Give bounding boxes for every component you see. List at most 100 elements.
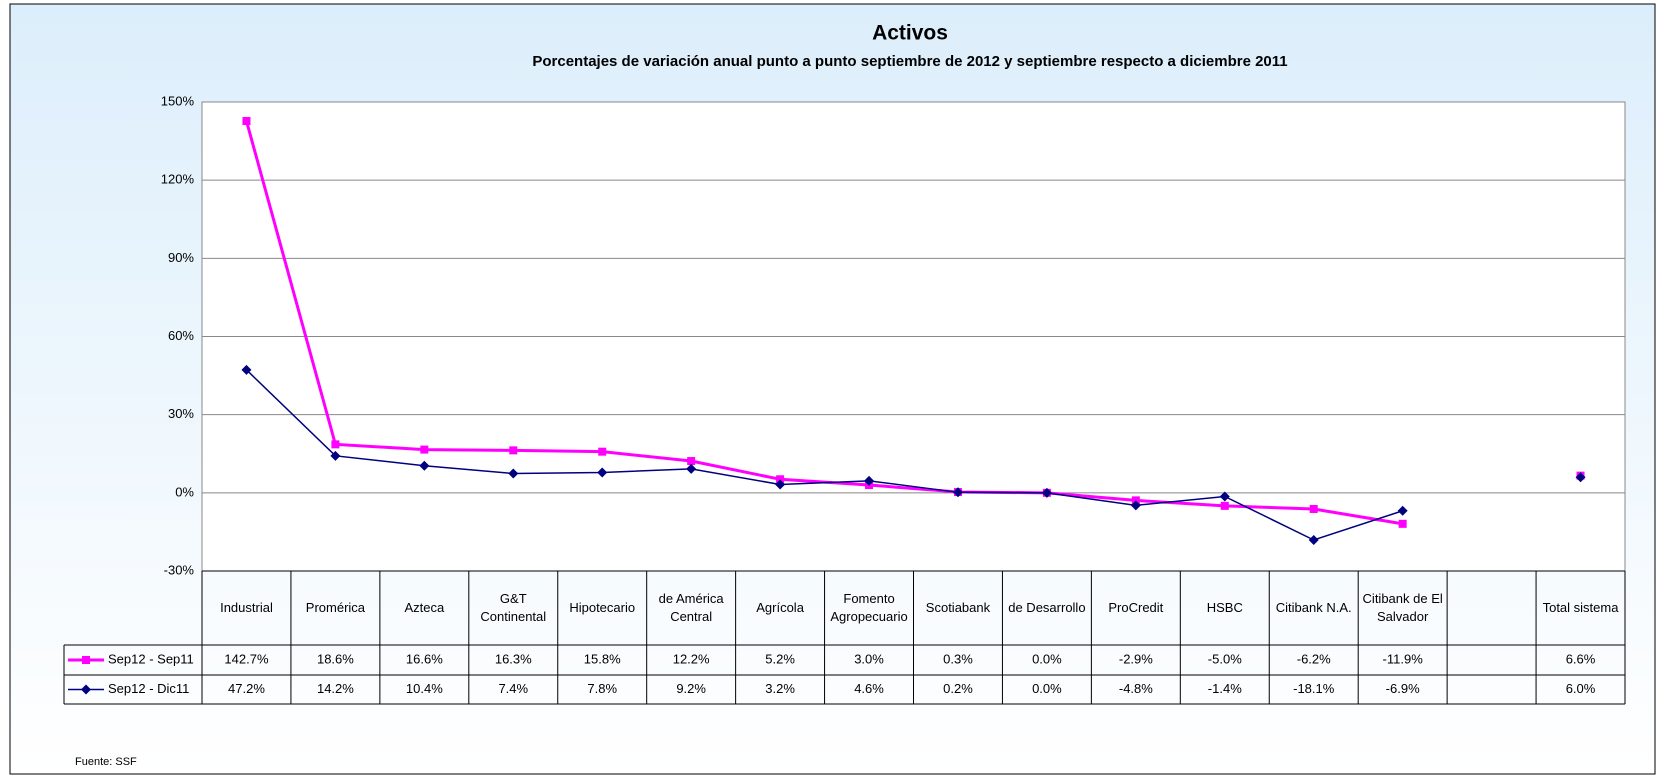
- category-cell: Citibank N.A.: [1275, 600, 1352, 616]
- legend-label: Sep12 - Sep11: [108, 651, 194, 666]
- y-tick-label: 150%: [161, 93, 195, 108]
- data-label: -1.4%: [1208, 681, 1242, 696]
- point: [864, 475, 875, 486]
- x-tick-label: ProCredit: [1108, 600, 1164, 616]
- point: [330, 450, 341, 461]
- point: [508, 468, 519, 479]
- legend-marker: [82, 656, 90, 664]
- point: [331, 440, 340, 449]
- chart-subtitle: Porcentajes de variación anual punto a p…: [532, 53, 1287, 70]
- point: [241, 364, 252, 375]
- category-cell: Total sistema: [1542, 600, 1619, 616]
- x-tick-label: Citibank de El Salvador: [1362, 591, 1443, 624]
- data-label: 14.2%: [317, 681, 354, 696]
- point: [952, 487, 963, 498]
- category-cell: de Desarrollo: [1008, 600, 1086, 616]
- point: [776, 475, 785, 484]
- x-tick-label: Fomento Agropecuario: [830, 591, 908, 624]
- point: [419, 460, 430, 471]
- category-cell: ProCredit: [1108, 600, 1164, 616]
- category-cell: Hipotecario: [569, 600, 636, 616]
- point: [686, 463, 697, 474]
- data-label: -4.8%: [1119, 681, 1153, 696]
- data-label: -6.9%: [1386, 681, 1420, 696]
- point: [1220, 501, 1229, 510]
- point: [775, 479, 786, 490]
- point: [420, 445, 429, 454]
- data-label: 3.2%: [765, 681, 795, 696]
- x-tick-label: Citibank N.A.: [1275, 600, 1352, 616]
- category-cell: Agrícola: [756, 600, 804, 616]
- legend-label: Sep12 - Dic11: [108, 681, 189, 696]
- data-label: 0.2%: [943, 681, 973, 696]
- data-label: 7.4%: [498, 681, 528, 696]
- category-cell: de América Central: [658, 591, 724, 624]
- category-cell: HSBC: [1206, 600, 1243, 616]
- data-label: 6.6%: [1566, 651, 1596, 666]
- y-tick-label: -30%: [164, 562, 195, 577]
- data-label: 10.4%: [406, 681, 443, 696]
- x-tick-label: Scotiabank: [925, 600, 991, 616]
- x-tick-label: Industrial: [220, 600, 273, 616]
- data-label: 3.0%: [854, 651, 884, 666]
- point: [597, 467, 608, 478]
- data-label: 6.0%: [1566, 681, 1596, 696]
- data-label: -5.0%: [1208, 651, 1242, 666]
- legend-marker: [81, 684, 91, 695]
- category-cell: Industrial: [220, 600, 273, 616]
- data-label: 47.2%: [228, 681, 265, 696]
- y-tick-label: 30%: [168, 406, 194, 421]
- y-tick-label: 60%: [168, 328, 194, 343]
- point: [1309, 504, 1318, 513]
- data-label: -11.9%: [1383, 651, 1424, 666]
- data-label: 16.3%: [495, 651, 532, 666]
- point: [1308, 534, 1319, 545]
- data-label: -2.9%: [1119, 651, 1153, 666]
- point: [598, 447, 607, 456]
- category-cell: G&T Continental: [480, 591, 547, 624]
- data-label: 0.3%: [943, 651, 973, 666]
- point: [1398, 519, 1407, 528]
- chart-title: Activos: [872, 22, 948, 45]
- data-label: -6.2%: [1297, 651, 1331, 666]
- category-cell: Citibank de El Salvador: [1362, 591, 1443, 624]
- data-label: 4.6%: [854, 681, 884, 696]
- point: [1397, 505, 1408, 516]
- x-tick-label: Agrícola: [756, 600, 804, 616]
- data-label: 9.2%: [676, 681, 706, 696]
- x-tick-label: de Desarrollo: [1008, 600, 1086, 616]
- data-label: 16.6%: [406, 651, 443, 666]
- point: [1041, 487, 1052, 498]
- data-label: 0.0%: [1032, 681, 1062, 696]
- data-label: -18.1%: [1293, 681, 1335, 696]
- x-tick-label: Hipotecario: [569, 600, 636, 616]
- x-tick-label: de América Central: [658, 591, 724, 624]
- data-label: 5.2%: [765, 651, 795, 666]
- category-cell: Azteca: [404, 600, 445, 616]
- x-tick-label: G&T Continental: [480, 591, 547, 624]
- category-cell: Scotiabank: [925, 600, 991, 616]
- data-label: 142.7%: [224, 651, 269, 666]
- category-cell: Promérica: [305, 600, 366, 616]
- data-label: 0.0%: [1032, 651, 1062, 666]
- point: [1130, 500, 1141, 511]
- x-tick-label: Total sistema: [1542, 600, 1619, 616]
- data-label: 12.2%: [673, 651, 710, 666]
- x-tick-label: Azteca: [404, 600, 445, 616]
- point: [242, 117, 251, 126]
- point: [687, 457, 696, 466]
- x-tick-label: Promérica: [305, 600, 366, 616]
- point: [509, 446, 518, 455]
- data-label: 18.6%: [317, 651, 354, 666]
- point: [1219, 491, 1230, 502]
- y-tick-label: 120%: [161, 172, 195, 187]
- data-label: 15.8%: [584, 651, 621, 666]
- source-note: Fuente: SSF: [75, 756, 137, 768]
- data-label: 7.8%: [587, 681, 617, 696]
- category-cell: Fomento Agropecuario: [830, 591, 908, 624]
- y-tick-label: 0%: [175, 484, 194, 499]
- point: [1575, 472, 1586, 483]
- y-tick-label: 90%: [168, 250, 194, 265]
- x-tick-label: HSBC: [1206, 600, 1243, 616]
